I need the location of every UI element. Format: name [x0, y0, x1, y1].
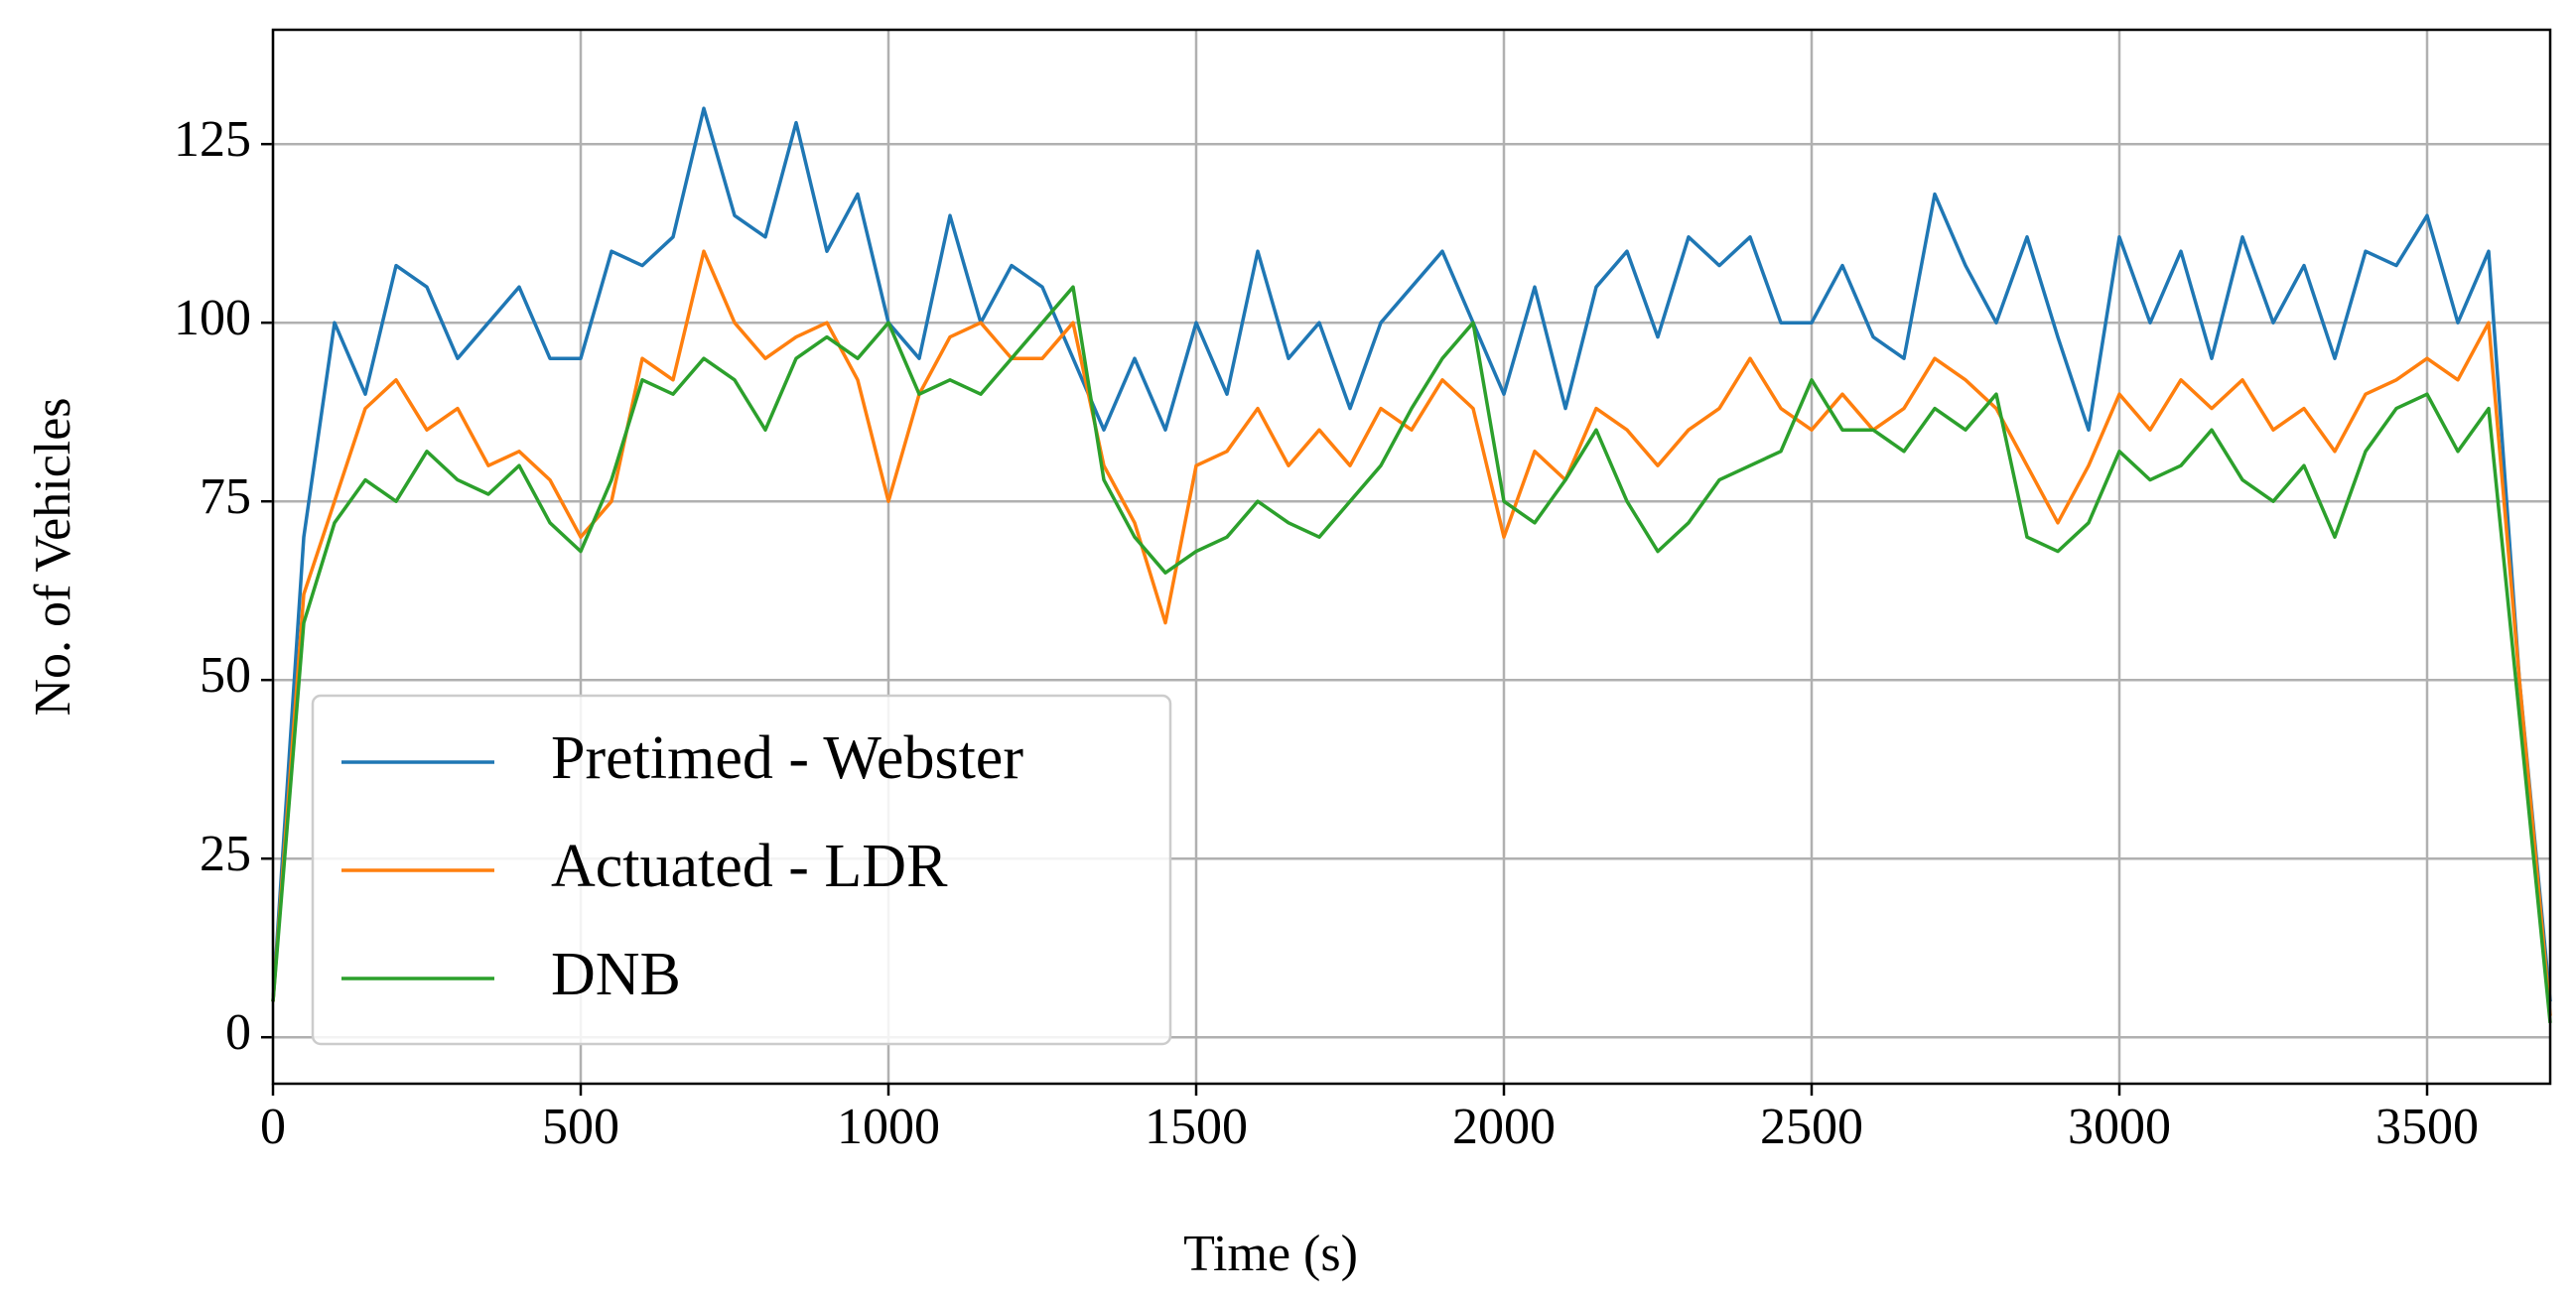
- axes-frame: [271, 28, 2552, 1086]
- legend-label: Pretimed - Webster: [551, 724, 1023, 792]
- y-tick-label: 75: [200, 468, 251, 525]
- y-tick-label: 0: [225, 1004, 251, 1061]
- legend-label: DNB: [551, 941, 681, 1008]
- series-line: [271, 249, 2552, 1016]
- series-line: [271, 106, 2552, 1002]
- series-line: [271, 285, 2552, 1023]
- x-axis-label: Time (s): [1183, 1226, 1358, 1282]
- y-tick-label: 100: [174, 290, 251, 346]
- x-tick-label: 1500: [1145, 1099, 1248, 1155]
- x-tick-label: 2000: [1452, 1099, 1556, 1155]
- y-tick-label: 125: [174, 111, 251, 168]
- legend-box: [311, 694, 1172, 1046]
- y-tick-label: 50: [200, 647, 251, 704]
- y-axis-label: No. of Vehicles: [25, 397, 81, 716]
- y-tick-label: 25: [200, 826, 251, 882]
- x-tick-label: 3500: [2375, 1099, 2479, 1155]
- x-tick-label: 0: [260, 1099, 286, 1155]
- x-tick-label: 3000: [2068, 1099, 2171, 1155]
- x-tick-label: 500: [542, 1099, 619, 1155]
- legend-label: Actuated - LDR: [551, 833, 948, 900]
- x-tick-label: 1000: [837, 1099, 940, 1155]
- x-tick-label: 2500: [1760, 1099, 1863, 1155]
